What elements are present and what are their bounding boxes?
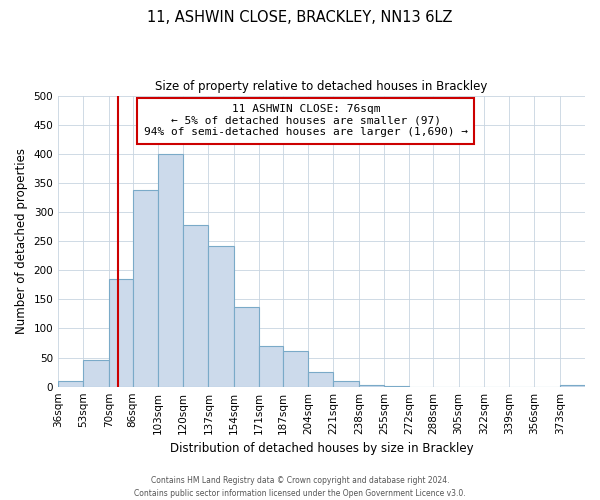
Bar bbox=[234, 308, 259, 386]
Bar bbox=[283, 350, 308, 386]
Bar bbox=[259, 346, 283, 387]
Bar bbox=[334, 382, 359, 386]
Bar bbox=[359, 385, 384, 386]
Bar bbox=[208, 246, 234, 386]
Text: 11, ASHWIN CLOSE, BRACKLEY, NN13 6LZ: 11, ASHWIN CLOSE, BRACKLEY, NN13 6LZ bbox=[147, 10, 453, 25]
Title: Size of property relative to detached houses in Brackley: Size of property relative to detached ho… bbox=[155, 80, 488, 93]
X-axis label: Distribution of detached houses by size in Brackley: Distribution of detached houses by size … bbox=[170, 442, 473, 455]
Bar bbox=[133, 190, 158, 386]
Bar bbox=[83, 360, 109, 386]
Bar bbox=[308, 372, 334, 386]
Bar bbox=[183, 226, 208, 386]
Bar bbox=[109, 279, 133, 386]
Bar bbox=[58, 381, 83, 386]
Bar bbox=[560, 385, 585, 386]
Text: 11 ASHWIN CLOSE: 76sqm
← 5% of detached houses are smaller (97)
94% of semi-deta: 11 ASHWIN CLOSE: 76sqm ← 5% of detached … bbox=[144, 104, 468, 138]
Text: Contains HM Land Registry data © Crown copyright and database right 2024.
Contai: Contains HM Land Registry data © Crown c… bbox=[134, 476, 466, 498]
Y-axis label: Number of detached properties: Number of detached properties bbox=[15, 148, 28, 334]
Bar bbox=[158, 154, 183, 386]
